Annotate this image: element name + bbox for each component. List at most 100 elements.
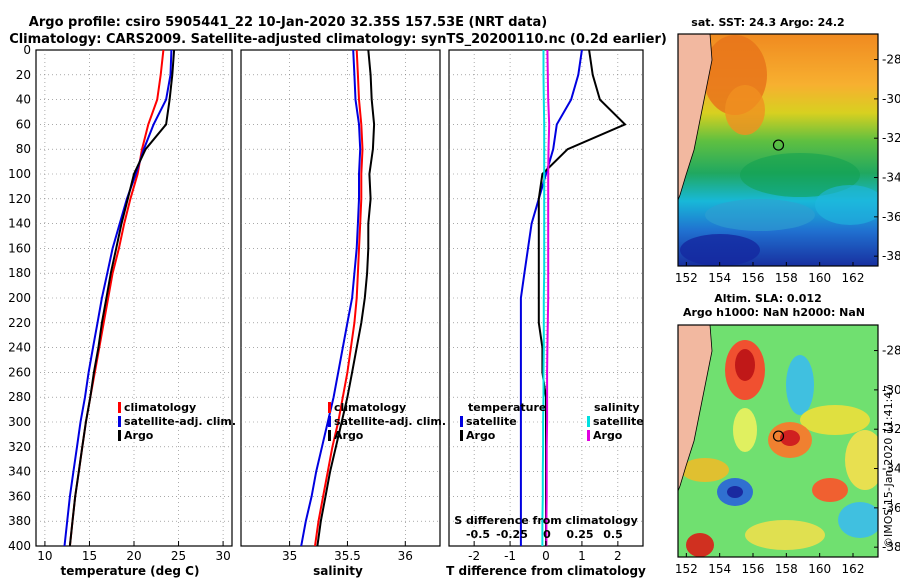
depth-tick-label: 60	[16, 117, 31, 131]
depth-tick-label: 360	[8, 489, 31, 503]
sla-map-subtitle: Argo h1000: NaN h2000: NaN	[683, 306, 865, 319]
legend-climatology-label: climatology	[124, 401, 196, 414]
legend-satellite-swatch	[118, 416, 121, 427]
map-lon-label: 154	[708, 562, 731, 576]
legend-t-satellite-label: satellite	[466, 415, 517, 428]
depth-tick-label: 120	[8, 192, 31, 206]
map-lon-label: 158	[775, 562, 798, 576]
s-difference-label: S difference from climatology	[454, 514, 638, 527]
x2-tick-label: 0	[543, 528, 551, 541]
legend-satellite-label: satellite-adj. clim.	[124, 415, 236, 428]
x-tick-label: 35	[282, 549, 297, 563]
sst-map: sat. SST: 24.3 Argo: 24.2 152 154 156 158 16…	[675, 16, 900, 285]
map-lat-label: -32	[882, 422, 900, 436]
depth-tick-label: 100	[8, 167, 31, 181]
x-tick-label: 15	[82, 549, 97, 563]
sst-float-marker	[772, 139, 785, 151]
map-lon-label: 160	[808, 271, 831, 285]
header-line-2: Climatology: CARS2009. Satellite-adjuste…	[9, 32, 667, 47]
x-tick-label: 35.5	[334, 549, 361, 563]
legend-t-satellite-swatch	[460, 416, 463, 427]
x-tick-label: -2	[468, 549, 480, 563]
depth-tick-label: 40	[16, 93, 31, 107]
legend-s-satellite-label: satellite	[593, 415, 644, 428]
depth-tick-label: 20	[16, 68, 31, 82]
depth-tick-label: 380	[8, 514, 31, 528]
map-lat-label: -30	[882, 92, 900, 106]
salinity-xlabel: salinity	[313, 564, 363, 578]
series-line-satellite	[300, 50, 362, 546]
x2-tick-label: 0.5	[603, 528, 623, 541]
depth-tick-label: 0	[23, 43, 31, 57]
series-line-satellite	[519, 50, 583, 546]
series-line-satellite	[63, 50, 173, 546]
legend-temperature-title: temperature	[468, 401, 546, 414]
depth-tick-label: 160	[8, 241, 31, 255]
x-tick-label: 10	[37, 549, 52, 563]
map-lon-label: 158	[775, 271, 798, 285]
map-lat-label: -34	[882, 171, 900, 185]
map-lon-label: 156	[742, 562, 765, 576]
x2-tick-label: 0.25	[566, 528, 593, 541]
series-line-sat_sal	[541, 50, 546, 546]
legend-argo-label: Argo	[334, 429, 364, 442]
map-lon-label: 156	[742, 271, 765, 285]
map-lat-label: -32	[882, 131, 900, 145]
depth-tick-label: 260	[8, 365, 31, 379]
difference-panel: -2 -1 0 1 2 -0.5 -0.25 0 0.25 0.5 S difference f…	[446, 49, 646, 578]
legend-s-argo-swatch	[587, 430, 590, 441]
map-lon-label: 152	[675, 271, 698, 285]
imos-credit: ©IMOS 15-Jan-2020 11:41:47	[882, 385, 895, 548]
legend-s-argo-label: Argo	[593, 429, 623, 442]
x-tick-label: 0	[542, 549, 550, 563]
legend-salinity-title: salinity	[594, 401, 640, 414]
legend-climatology-label: climatology	[334, 401, 406, 414]
x-tick-label: 25	[171, 549, 186, 563]
legend-argo-swatch	[118, 430, 121, 441]
legend-t-argo-label: Argo	[466, 429, 496, 442]
sst-map-title: sat. SST: 24.3 Argo: 24.2	[691, 16, 844, 29]
legend-s-satellite-swatch	[587, 416, 590, 427]
series-line-argo	[68, 50, 176, 546]
map-lat-label: -34	[882, 462, 900, 476]
map-lat-label: -36	[882, 210, 900, 224]
series-line-sal_diff	[545, 50, 551, 546]
depth-tick-label: 340	[8, 465, 31, 479]
depth-tick-label: 180	[8, 266, 31, 280]
map-lat-label: -28	[882, 53, 900, 67]
x2-tick-label: -0.5	[466, 528, 490, 541]
series-line-argo	[316, 50, 376, 546]
t-difference-xlabel: T difference from climatology	[446, 564, 646, 578]
sla-map: Altim. SLA: 0.012 Argo h1000: NaN h2000:…	[675, 292, 900, 576]
x-tick-label: 1	[578, 549, 586, 563]
salinity-panel: 35 35.5 36 salinity climatologysatellite-a…	[240, 49, 446, 578]
sla-float-marker	[772, 430, 785, 442]
depth-tick-label: 280	[8, 390, 31, 404]
map-lat-label: -28	[882, 344, 900, 358]
header-line-1: Argo profile: csiro 5905441_22 10-Jan-20…	[29, 15, 547, 30]
sla-map-title: Altim. SLA: 0.012	[714, 292, 821, 305]
x-tick-label: 20	[126, 549, 141, 563]
legend-satellite-swatch	[328, 416, 331, 427]
depth-tick-label: 200	[8, 291, 31, 305]
map-lat-label: -30	[882, 383, 900, 397]
series-line-climatology	[314, 50, 364, 546]
map-lon-label: 154	[708, 271, 731, 285]
x2-tick-label: -0.25	[496, 528, 528, 541]
map-lon-label: 162	[842, 562, 865, 576]
map-lon-label: 160	[808, 562, 831, 576]
legend-climatology-swatch	[328, 402, 331, 413]
depth-tick-label: 220	[8, 316, 31, 330]
legend-t-argo-swatch	[460, 430, 463, 441]
map-lat-label: -38	[882, 249, 900, 263]
map-lat-label: -36	[882, 501, 900, 515]
map-lon-label: 162	[842, 271, 865, 285]
x-tick-label: 30	[215, 549, 230, 563]
temperature-xlabel: temperature (deg C)	[61, 564, 200, 578]
depth-tick-label: 320	[8, 440, 31, 454]
map-lat-label: -38	[882, 540, 900, 554]
depth-tick-label: 300	[8, 415, 31, 429]
x-tick-label: 2	[614, 549, 622, 563]
x-tick-label: -1	[504, 549, 516, 563]
